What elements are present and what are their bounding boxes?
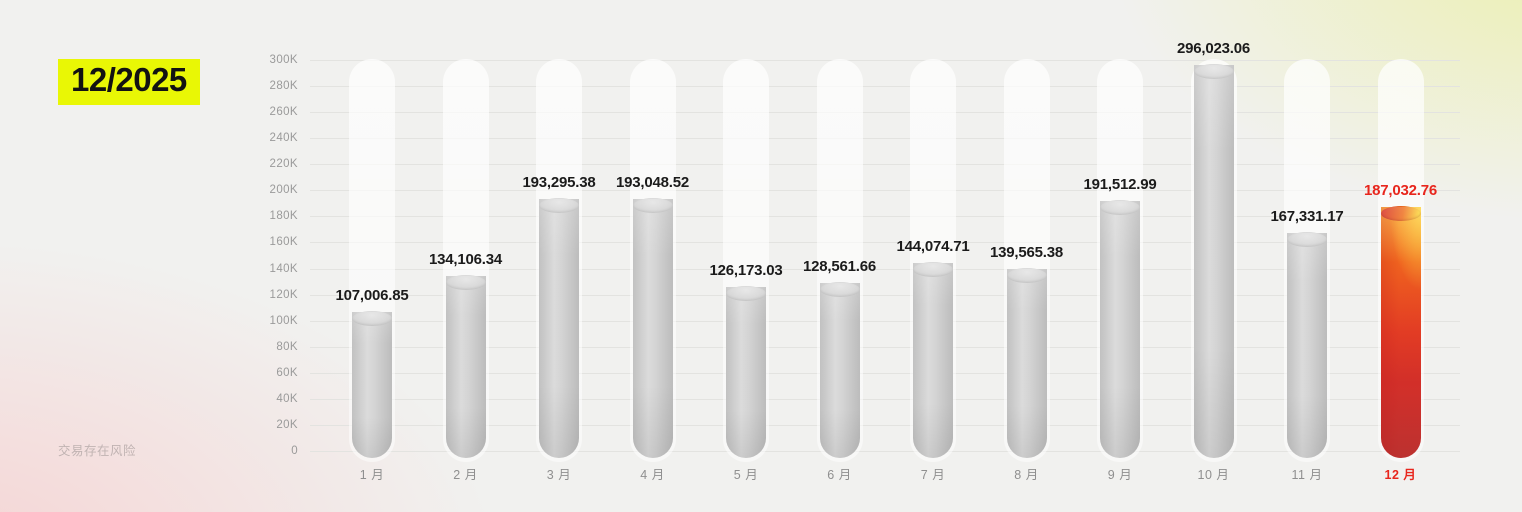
gridline	[310, 346, 1460, 348]
y-axis-tick-label: 80K	[276, 340, 298, 353]
bar-value-label: 296,023.06	[1176, 40, 1251, 58]
x-axis-month-label: 5 月	[733, 468, 759, 482]
x-axis-month-label: 6 月	[827, 468, 852, 482]
bar-top-ellipse	[352, 310, 392, 326]
bar-top-ellipse	[1006, 268, 1047, 284]
bar-value-label: 107,006.85	[335, 286, 409, 304]
bar-month[interactable]	[819, 282, 860, 458]
y-axis-tick-label: 200K	[269, 184, 298, 197]
bar-value-label: 144,074.71	[896, 238, 970, 256]
bar-month[interactable]	[445, 275, 486, 458]
x-axis-month-label: 2 月	[453, 468, 478, 482]
bar-top-ellipse	[539, 198, 579, 214]
bar-top-ellipse	[1380, 206, 1421, 222]
bar-top-ellipse	[1193, 64, 1234, 80]
x-axis-month-label: 8 月	[1014, 468, 1039, 482]
bar-value-label: 193,048.52	[615, 174, 690, 192]
x-axis-month-label: 9 月	[1107, 468, 1133, 482]
x-axis-month-label: 1 月	[359, 468, 385, 482]
x-axis-month-label: 10 月	[1197, 468, 1230, 482]
bar-value-label: 139,565.38	[989, 244, 1064, 262]
bar-month[interactable]	[913, 262, 953, 458]
x-axis-month-label: 4 月	[640, 468, 665, 482]
gridline	[310, 190, 1460, 192]
x-axis-month-label: 3 月	[546, 468, 572, 482]
x-axis-month-label: 7 月	[920, 468, 946, 482]
period-title-highlight: 12/2025	[58, 59, 200, 105]
y-axis-tick-label: 0	[291, 445, 298, 457]
gridline	[310, 294, 1460, 296]
y-axis-tick-label: 240K	[269, 132, 298, 145]
bar-value-label: 128,561.66	[802, 258, 877, 276]
bar-month[interactable]	[1193, 64, 1234, 458]
gridline	[310, 86, 1460, 88]
bar-month[interactable]	[539, 198, 579, 458]
bar-value-label: 191,512.99	[1083, 176, 1157, 194]
bar-month[interactable]	[352, 310, 392, 459]
gridline	[310, 242, 1460, 244]
y-axis-tick-label: 280K	[269, 80, 298, 93]
bar-month[interactable]	[1006, 268, 1047, 458]
bar-top-ellipse	[1100, 200, 1140, 216]
gridline	[310, 112, 1460, 114]
bar-value-label: 134,106.34	[428, 251, 503, 269]
y-axis-tick-label: 20K	[276, 418, 298, 431]
bar-month[interactable]	[1100, 200, 1140, 458]
y-axis-tick-label: 60K	[276, 366, 298, 379]
period-title: 12/2025	[71, 61, 187, 98]
bar-value-label: 187,032.76	[1363, 182, 1438, 200]
bar-top-ellipse	[632, 198, 673, 214]
gridline	[310, 216, 1460, 218]
gridline	[310, 320, 1460, 322]
x-axis-month-label: 11 月	[1291, 468, 1323, 482]
bar-month[interactable]	[1287, 231, 1327, 459]
y-axis-tick-label: 120K	[269, 288, 298, 301]
gridline	[310, 164, 1460, 166]
y-axis-tick-label: 300K	[269, 54, 298, 66]
bar-month[interactable]	[726, 285, 766, 459]
bar-december-highlight[interactable]	[1380, 206, 1421, 458]
gridline	[310, 372, 1460, 374]
bar-top-ellipse	[819, 282, 860, 298]
bar-top-ellipse	[726, 285, 766, 301]
gridline	[310, 60, 1460, 61]
bar-month[interactable]	[632, 198, 673, 458]
bar-top-ellipse	[913, 262, 953, 278]
gridline	[310, 424, 1460, 426]
y-axis-tick-label: 160K	[269, 236, 298, 249]
gridline	[310, 451, 1460, 452]
x-axis-month-label: 12 月	[1384, 468, 1417, 482]
bar-value-label: 167,331.17	[1270, 207, 1344, 225]
y-axis-tick-label: 100K	[269, 314, 298, 327]
bar-top-ellipse	[445, 275, 486, 291]
risk-disclaimer-text: 交易存在风险	[58, 444, 137, 458]
y-axis-tick-label: 140K	[269, 262, 298, 275]
y-axis-tick-label: 260K	[269, 106, 298, 119]
gridline	[310, 268, 1460, 270]
bar-value-label: 126,173.03	[709, 261, 783, 279]
y-axis-tick-label: 180K	[269, 210, 298, 223]
y-axis-tick-label: 40K	[276, 392, 298, 405]
gridline	[310, 398, 1460, 400]
gridline	[310, 138, 1460, 140]
y-axis-tick-label: 220K	[269, 158, 298, 171]
bar-top-ellipse	[1287, 231, 1327, 247]
bar-value-label: 193,295.38	[522, 174, 596, 192]
